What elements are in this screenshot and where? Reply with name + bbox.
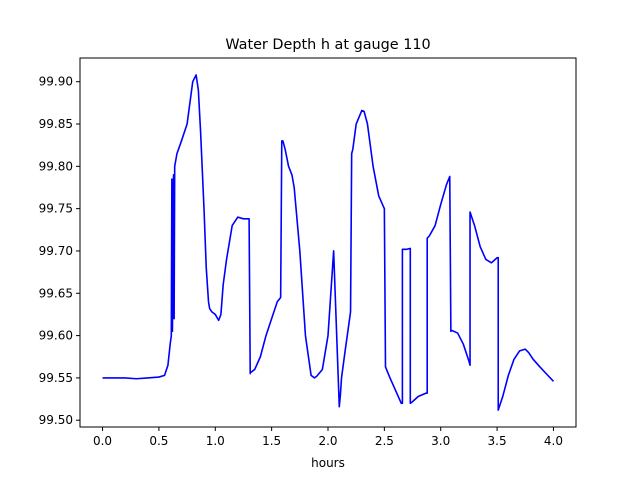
chart-title: Water Depth h at gauge 110: [225, 37, 430, 53]
x-axis: 0.0 0.5 1.0 1.5 2.0 2.5 3.0 3.5 4.0: [93, 427, 563, 448]
y-tick-label: 99.90: [39, 75, 73, 89]
y-axis: 99.50 99.55 99.60 99.65 99.70 99.75 99.80 99.85…: [39, 75, 80, 427]
y-tick-label: 99.85: [39, 117, 73, 131]
x-tick-label: 3.0: [431, 434, 450, 448]
y-tick-label: 99.60: [39, 329, 73, 343]
x-tick-label: 2.0: [318, 434, 337, 448]
y-tick-label: 99.75: [39, 202, 73, 216]
y-tick-label: 99.65: [39, 286, 73, 300]
x-axis-label: hours: [311, 456, 345, 470]
x-tick-label: 0.0: [93, 434, 112, 448]
y-tick-label: 99.80: [39, 159, 73, 173]
x-tick-label: 3.5: [488, 434, 507, 448]
series-line: [102, 74, 555, 411]
x-tick-label: 4.0: [544, 434, 563, 448]
y-tick-label: 99.55: [39, 371, 73, 385]
plot-frame: [79, 57, 577, 428]
x-tick-label: 2.5: [375, 434, 394, 448]
x-tick-label: 1.0: [206, 434, 225, 448]
y-tick-label: 99.70: [39, 244, 73, 258]
y-tick-label: 99.50: [39, 413, 73, 427]
x-tick-label: 0.5: [149, 434, 168, 448]
x-tick-label: 1.5: [262, 434, 281, 448]
plot-area: [102, 74, 555, 411]
